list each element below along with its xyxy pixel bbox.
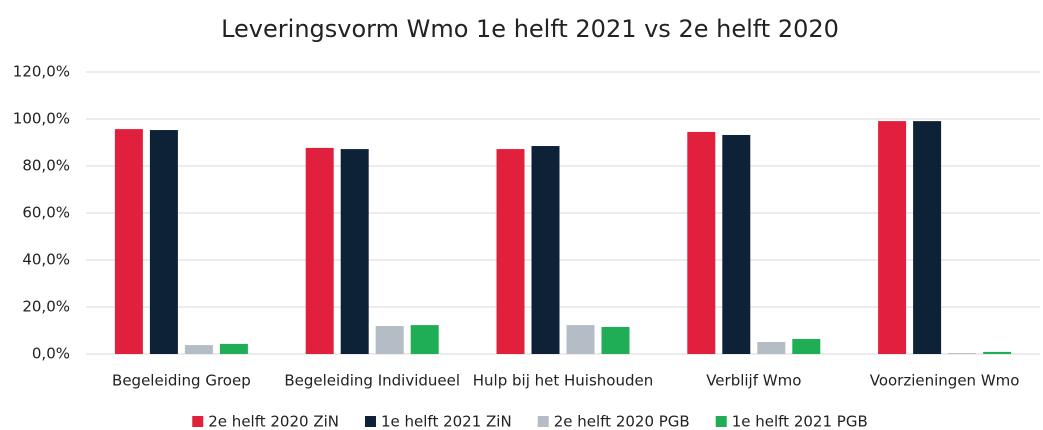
- legend-label: 1e helft 2021 ZiN: [381, 413, 512, 430]
- bar: [340, 149, 369, 354]
- legend-label: 1e helft 2021 PGB: [732, 413, 868, 430]
- bar: [601, 326, 630, 354]
- bar: [410, 325, 439, 354]
- bar: [305, 147, 334, 354]
- legend-label: 2e helft 2020 ZiN: [208, 413, 339, 430]
- y-tick-label: 120,0%: [13, 63, 70, 81]
- bar: [983, 351, 1012, 354]
- y-tick-label: 40,0%: [22, 251, 70, 269]
- legend-swatch: [537, 416, 549, 427]
- y-tick-label: 0,0%: [32, 345, 70, 363]
- bar: [878, 121, 907, 355]
- bar: [219, 343, 248, 354]
- bar: [913, 121, 942, 355]
- bar: [496, 149, 525, 354]
- bar: [757, 342, 786, 354]
- legend-label: 2e helft 2020 PGB: [554, 413, 690, 430]
- bar: [566, 325, 595, 354]
- x-tick-label: Verblijf Wmo: [706, 372, 801, 390]
- y-tick-label: 100,0%: [13, 110, 70, 128]
- x-tick-label: Begeleiding Groep: [112, 372, 251, 390]
- bar: [184, 345, 213, 354]
- legend-swatch: [715, 416, 727, 427]
- x-tick-label: Voorzieningen Wmo: [870, 372, 1020, 390]
- bar: [375, 326, 404, 354]
- x-tick-label: Begeleiding Individueel: [284, 372, 460, 390]
- y-tick-label: 60,0%: [22, 204, 70, 222]
- legend-swatch: [364, 416, 376, 427]
- bar: [948, 353, 977, 354]
- y-tick-label: 20,0%: [22, 298, 70, 316]
- bar: [149, 130, 178, 354]
- bar: [114, 129, 143, 354]
- bar: [792, 338, 821, 354]
- bar: [687, 131, 716, 354]
- x-tick-label: Hulp bij het Huishouden: [473, 372, 653, 390]
- chart-title: Leveringsvorm Wmo 1e helft 2021 vs 2e he…: [221, 15, 839, 43]
- y-tick-label: 80,0%: [22, 157, 70, 175]
- legend-swatch: [192, 416, 204, 427]
- bar: [722, 134, 751, 354]
- bar: [531, 146, 560, 354]
